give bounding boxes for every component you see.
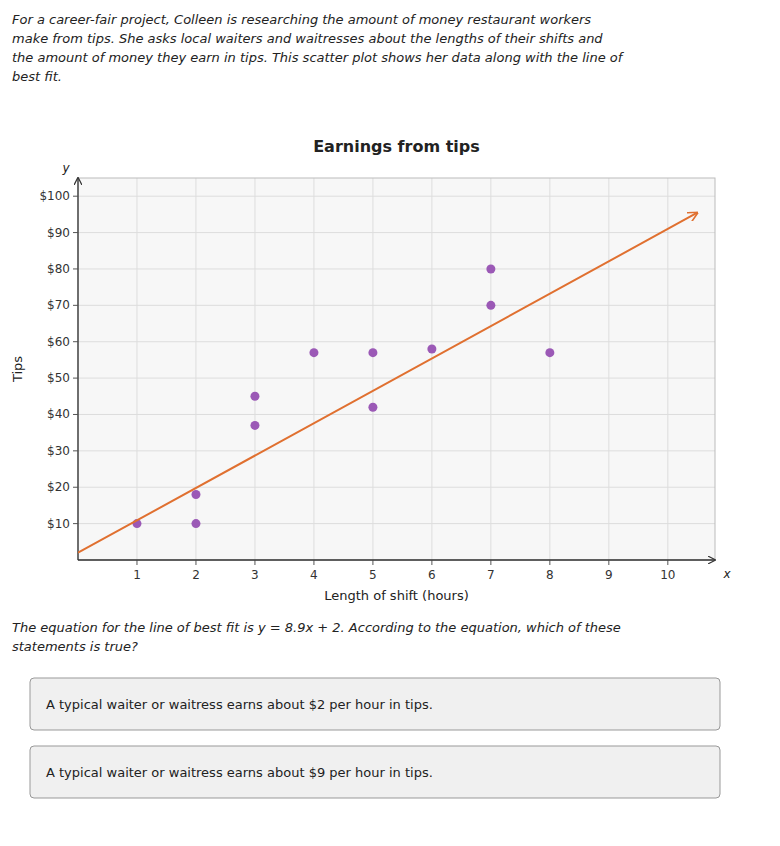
x-tick: [549, 560, 550, 565]
x-grid-line: [667, 178, 668, 560]
header-text: For a career-fair project, Colleen is re…: [12, 12, 625, 84]
y-tick-label: $30: [47, 444, 70, 458]
plot-frame: [78, 178, 715, 560]
y-grid-line: [78, 414, 715, 415]
y-grid-line: [78, 487, 715, 488]
y-tick: [73, 378, 78, 379]
x-tick-label: 4: [310, 568, 318, 582]
x-grid-line: [490, 178, 491, 560]
x-grid-line: [136, 178, 137, 560]
x-axis-label: Length of shift (hours): [324, 588, 469, 603]
best-fit-line: [78, 213, 697, 553]
x-tick-label: 2: [192, 568, 200, 582]
y-tick: [73, 305, 78, 306]
scatter-point: [486, 301, 495, 310]
plot-marks: [78, 213, 697, 553]
x-grid-line: [195, 178, 196, 560]
x-tick: [608, 560, 609, 565]
scatter-point: [427, 344, 436, 353]
y-tick-label: $100: [39, 189, 70, 203]
y-grid-line: [78, 523, 715, 524]
y-axis-line: [77, 178, 78, 560]
y-tick: [73, 196, 78, 197]
x-grid-line: [549, 178, 550, 560]
y-tick-label: $50: [47, 371, 70, 385]
scatter-point: [191, 490, 200, 499]
x-grid-line: [431, 178, 432, 560]
y-grid-line: [78, 450, 715, 451]
chart-title: Earnings from tips: [313, 137, 480, 156]
y-grid-line: [78, 341, 715, 342]
x-axis-symbol: x: [722, 567, 731, 581]
scatter-point: [250, 392, 259, 401]
y-tick: [73, 232, 78, 233]
y-tick: [73, 487, 78, 488]
x-tick-label: 1: [133, 568, 141, 582]
y-tick-label: $40: [47, 407, 70, 421]
x-grid-line: [254, 178, 255, 560]
x-tick: [667, 560, 668, 565]
y-grid-line: [78, 196, 715, 197]
y-tick-label: $90: [47, 226, 70, 240]
x-grid-line: [372, 178, 373, 560]
y-tick: [73, 341, 78, 342]
y-tick-label: $10: [47, 517, 70, 531]
x-tick-label: 3: [251, 568, 259, 582]
y-tick-label: $70: [47, 298, 70, 312]
scatter-point: [545, 348, 554, 357]
scatter-point: [191, 519, 200, 528]
scatter-point: [250, 421, 259, 430]
y-grid-line: [78, 268, 715, 269]
chart-root: For a career-fair project, Colleen is re…: [0, 0, 780, 846]
y-tick: [73, 450, 78, 451]
scatter-point: [368, 348, 377, 357]
y-tick-label: $60: [47, 335, 70, 349]
x-tick: [372, 560, 373, 565]
x-tick: [195, 560, 196, 565]
y-grid-line: [78, 232, 715, 233]
scatter-point: [368, 403, 377, 412]
question-text: The equation for the line of best fit is…: [12, 620, 621, 654]
y-tick-label: $20: [47, 480, 70, 494]
answer-text: A typical waiter or waitress earns about…: [46, 697, 433, 712]
plot-area: [78, 178, 715, 560]
y-tick: [73, 523, 78, 524]
x-tick: [490, 560, 491, 565]
y-grid-line: [78, 305, 715, 306]
x-grid-line: [608, 178, 609, 560]
x-tick: [431, 560, 432, 565]
x-tick-label: 10: [660, 568, 675, 582]
x-tick: [136, 560, 137, 565]
x-grid-line: [313, 178, 314, 560]
x-tick-label: 7: [487, 568, 495, 582]
x-axis-line: [78, 559, 715, 560]
answer-text: A typical waiter or waitress earns about…: [46, 765, 433, 780]
x-tick-label: 6: [428, 568, 436, 582]
scatter-point: [486, 264, 495, 273]
y-tick-label: $80: [47, 262, 70, 276]
y-tick: [73, 414, 78, 415]
x-tick: [313, 560, 314, 565]
x-tick-label: 9: [605, 568, 613, 582]
answer-box: [30, 678, 720, 730]
y-axis-label: Tips: [10, 356, 25, 383]
y-tick: [73, 268, 78, 269]
scatter-point: [309, 348, 318, 357]
y-axis-symbol: y: [61, 161, 70, 175]
x-tick: [254, 560, 255, 565]
x-tick-label: 5: [369, 568, 377, 582]
answer-box: [30, 746, 720, 798]
x-tick-label: 8: [546, 568, 554, 582]
